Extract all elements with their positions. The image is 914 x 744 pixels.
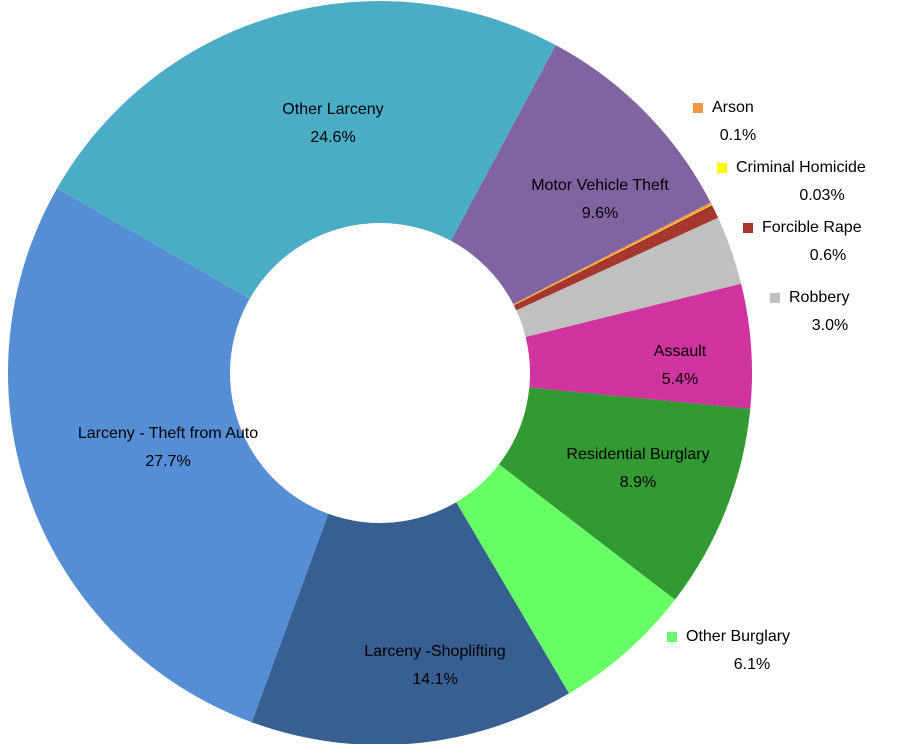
donut-slice (513, 205, 719, 311)
value-label: 6.1% (734, 656, 770, 673)
legend-swatch (717, 163, 727, 173)
slice-label: Larceny - Theft from Auto (78, 425, 258, 442)
value-label: 0.03% (799, 187, 844, 204)
donut-slice (251, 502, 569, 744)
legend-swatch (667, 632, 677, 642)
value-label: 27.7% (145, 453, 190, 470)
value-label: 5.4% (662, 371, 698, 388)
slice-label: Other Burglary (686, 628, 790, 645)
value-label: 0.6% (810, 247, 846, 264)
value-label: 9.6% (582, 205, 618, 222)
donut-slice (450, 45, 711, 305)
value-label: 14.1% (412, 671, 457, 688)
slice-label: Criminal Homicide (736, 159, 866, 176)
donut-slice (456, 464, 675, 694)
value-label: 3.0% (812, 317, 848, 334)
slice-label: Assault (654, 343, 707, 360)
slice-label: Other Larceny (282, 101, 383, 118)
donut-slice (525, 283, 752, 409)
donut-slice (498, 387, 751, 600)
donut-slice (57, 1, 556, 299)
donut-slice (7, 188, 329, 723)
donut-slice (513, 202, 712, 306)
slice-label: Larceny -Shoplifting (364, 643, 505, 660)
value-label: 8.9% (620, 474, 656, 491)
value-label: 24.6% (310, 129, 355, 146)
donut-slice (516, 217, 742, 338)
slice-label: Arson (712, 99, 754, 116)
legend-swatch (693, 103, 703, 113)
legend-swatch (770, 293, 780, 303)
slice-label: Residential Burglary (566, 446, 709, 463)
slice-label: Motor Vehicle Theft (531, 177, 669, 194)
legend-swatch (743, 223, 753, 233)
slice-label: Robbery (789, 289, 849, 306)
slice-label: Forcible Rape (762, 219, 862, 236)
donut-slice (513, 204, 712, 306)
value-label: 0.1% (720, 127, 756, 144)
